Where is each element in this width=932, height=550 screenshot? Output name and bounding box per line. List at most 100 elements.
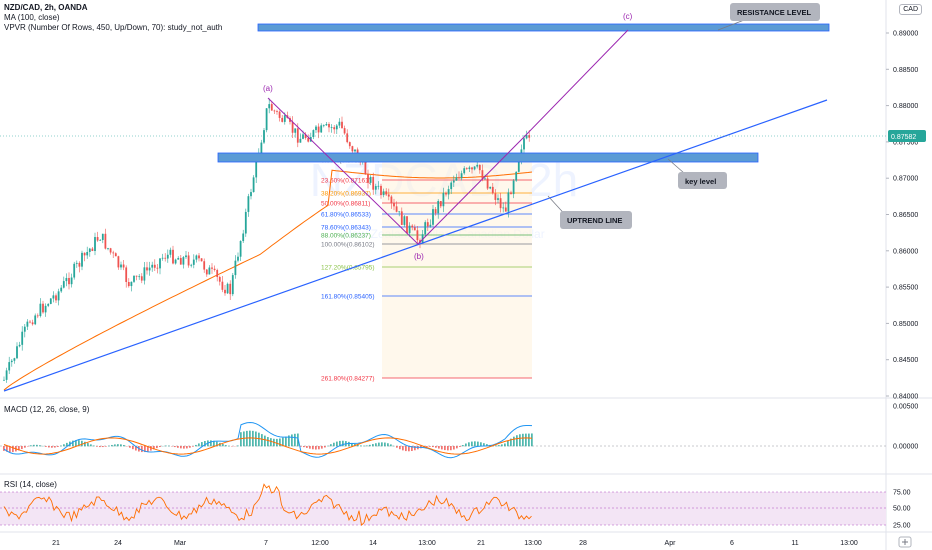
candle-body — [252, 177, 255, 193]
resistance-callout[interactable]: RESISTANCE LEVEL — [717, 3, 820, 31]
macd-histogram-bar — [447, 446, 449, 451]
candle-body — [455, 177, 458, 181]
macd-histogram-bar — [51, 446, 53, 448]
ma-legend[interactable]: MA (100, close) — [4, 13, 60, 22]
price-tick-label: 0.85000 — [893, 321, 918, 328]
candle-body — [395, 206, 398, 212]
macd-tick-label: 0.00000 — [893, 444, 918, 451]
macd-histogram-bar — [381, 442, 383, 447]
macd-histogram-bar — [63, 444, 65, 447]
macd-histogram-bar — [201, 442, 203, 447]
candle-body — [255, 158, 258, 178]
candle-body — [148, 267, 151, 271]
candle-body — [476, 164, 479, 167]
candle-body — [120, 264, 122, 268]
candle-body — [460, 173, 463, 179]
key-level-callout[interactable]: key level — [667, 158, 727, 189]
candle-body — [200, 258, 203, 262]
macd-histogram-bar — [528, 433, 530, 447]
candle-body — [525, 135, 528, 139]
time-tick-label: 21 — [477, 540, 485, 547]
macd-histogram-bar — [414, 446, 416, 451]
macd-histogram-bar — [303, 446, 305, 448]
vpvr-legend[interactable]: VPVR (Number Of Rows, 450, Up/Down, 70):… — [4, 23, 223, 32]
candle-body — [406, 216, 408, 234]
fib-shading — [382, 160, 532, 378]
macd-line — [3, 421, 533, 459]
candle-body — [187, 255, 190, 266]
macd-histogram-bar — [30, 445, 32, 447]
resistance-zone[interactable] — [257, 23, 830, 32]
macd-histogram-bar — [321, 446, 323, 449]
fib-retracement[interactable]: 0.00%(0.87521)23.60%(0.87161)38.20%(0.86… — [321, 158, 532, 383]
candle-body — [276, 111, 278, 112]
time-axis-settings-icon[interactable] — [898, 536, 912, 548]
candle-body — [507, 192, 510, 212]
macd-histogram-bar — [210, 440, 212, 447]
candle-body — [125, 267, 128, 283]
price-tick-label: 0.88500 — [893, 67, 918, 74]
candle-body — [302, 134, 304, 139]
candle-body — [55, 295, 57, 301]
macd-histogram-bar — [453, 446, 455, 450]
macd-histogram-bar — [120, 444, 122, 447]
uptrend-line[interactable] — [3, 99, 828, 392]
macd-histogram-bar — [504, 443, 506, 447]
macd-histogram-bar — [6, 446, 8, 452]
macd-histogram-bar — [252, 430, 254, 447]
macd-histogram-bar — [348, 441, 350, 447]
macd-histogram-bar — [285, 436, 287, 447]
macd-histogram-bar — [288, 435, 290, 447]
candle-body — [325, 123, 328, 126]
wave-a-label: (a) — [263, 84, 273, 93]
candle-body — [445, 192, 447, 195]
macd-histogram-bar — [129, 446, 131, 448]
candle-body — [291, 121, 294, 133]
rsi-legend[interactable]: RSI (14, close) — [4, 480, 57, 489]
key-level-zone[interactable] — [217, 152, 759, 163]
candle-body — [504, 207, 507, 212]
macd-histogram-bar — [102, 446, 104, 448]
macd-histogram-bar — [192, 446, 194, 447]
candle-body — [408, 225, 411, 234]
macd-histogram-bar — [510, 438, 512, 447]
time-tick-label: 24 — [114, 540, 122, 547]
candle-body — [382, 191, 385, 196]
macd-histogram-bar — [405, 446, 407, 452]
candle-body — [198, 255, 200, 259]
fib-level-label: 88.00%(0.86237) — [321, 233, 371, 240]
macd-histogram-bar — [54, 446, 56, 448]
macd-histogram-bar — [402, 446, 404, 451]
macd-histogram-bar — [369, 444, 371, 447]
candle-body — [94, 237, 96, 251]
candle-body — [484, 178, 486, 180]
elliott-wave-path[interactable] — [267, 29, 629, 245]
macd-pane[interactable]: 0.00500 0.00000 — [0, 404, 918, 459]
uptrend-callout[interactable]: UPTREND LINE — [547, 195, 632, 229]
candle-body — [221, 281, 224, 290]
symbol-legend[interactable]: NZD/CAD, 2h, OANDA — [4, 3, 88, 13]
time-axis[interactable]: 21 24 Mar 7 12:00 14 13:00 21 13:00 28 Apr 6 11 13:00 — [52, 540, 858, 547]
macd-histogram-bar — [99, 446, 101, 448]
price-axis[interactable]: 0.89000 0.88500 0.88000 0.87500 0.87000 0.865… — [886, 31, 918, 401]
candle-body — [398, 211, 401, 213]
macd-legend[interactable]: MACD (12, 26, close, 9) — [4, 405, 90, 414]
candle-body — [114, 253, 117, 257]
macd-histogram-bar — [81, 440, 83, 447]
candle-body — [369, 176, 372, 183]
macd-histogram-bar — [315, 446, 317, 450]
candle-body — [135, 275, 138, 277]
candle-body — [195, 255, 198, 260]
candle-body — [179, 258, 182, 265]
macd-histogram-bar — [429, 446, 431, 447]
candle-body — [36, 315, 39, 317]
candle-body — [478, 164, 481, 171]
macd-histogram-bar — [366, 445, 368, 447]
macd-signal-line — [3, 437, 533, 455]
candle-body — [83, 252, 86, 256]
current-price-text: 0.87582 — [891, 134, 916, 141]
macd-histogram-bar — [255, 431, 257, 447]
rsi-pane[interactable]: 75.00 50.00 25.00 — [0, 483, 911, 530]
currency-badge[interactable]: CAD — [899, 4, 922, 15]
